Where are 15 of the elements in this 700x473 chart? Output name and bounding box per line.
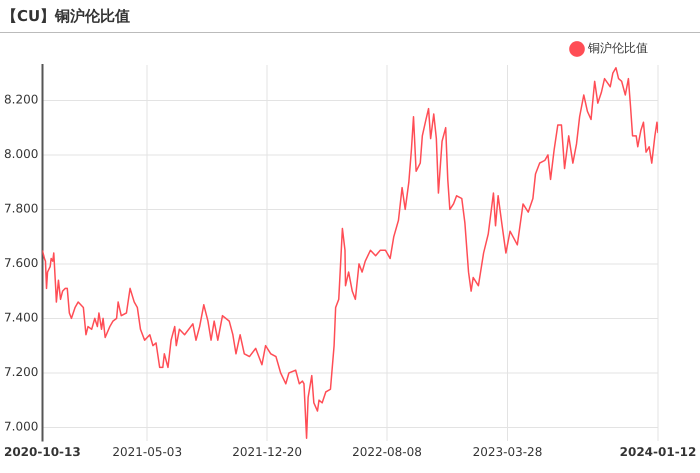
y-tick-label: 8.000	[4, 147, 38, 162]
y-tick-label: 8.200	[4, 92, 38, 107]
legend-label: 铜沪伦比值	[587, 41, 648, 56]
y-tick-label: 7.000	[4, 420, 38, 434]
x-tick-label: 2020-10-13	[4, 445, 81, 460]
x-tick-label: 2021-12-20	[232, 445, 302, 460]
x-tick-label: 2023-03-28	[472, 445, 542, 460]
x-tick-label: 2022-08-08	[352, 445, 422, 460]
chart-title: 【CU】铜沪伦比值	[0, 0, 700, 33]
x-tick-label: 2024-01-12	[620, 445, 696, 460]
x-tick-label: 2021-05-03	[112, 445, 182, 460]
y-tick-label: 7.400	[4, 310, 38, 325]
y-tick-label: 7.200	[4, 365, 38, 380]
y-tick-label: 7.800	[4, 202, 38, 216]
y-tick-label: 7.600	[4, 256, 38, 270]
